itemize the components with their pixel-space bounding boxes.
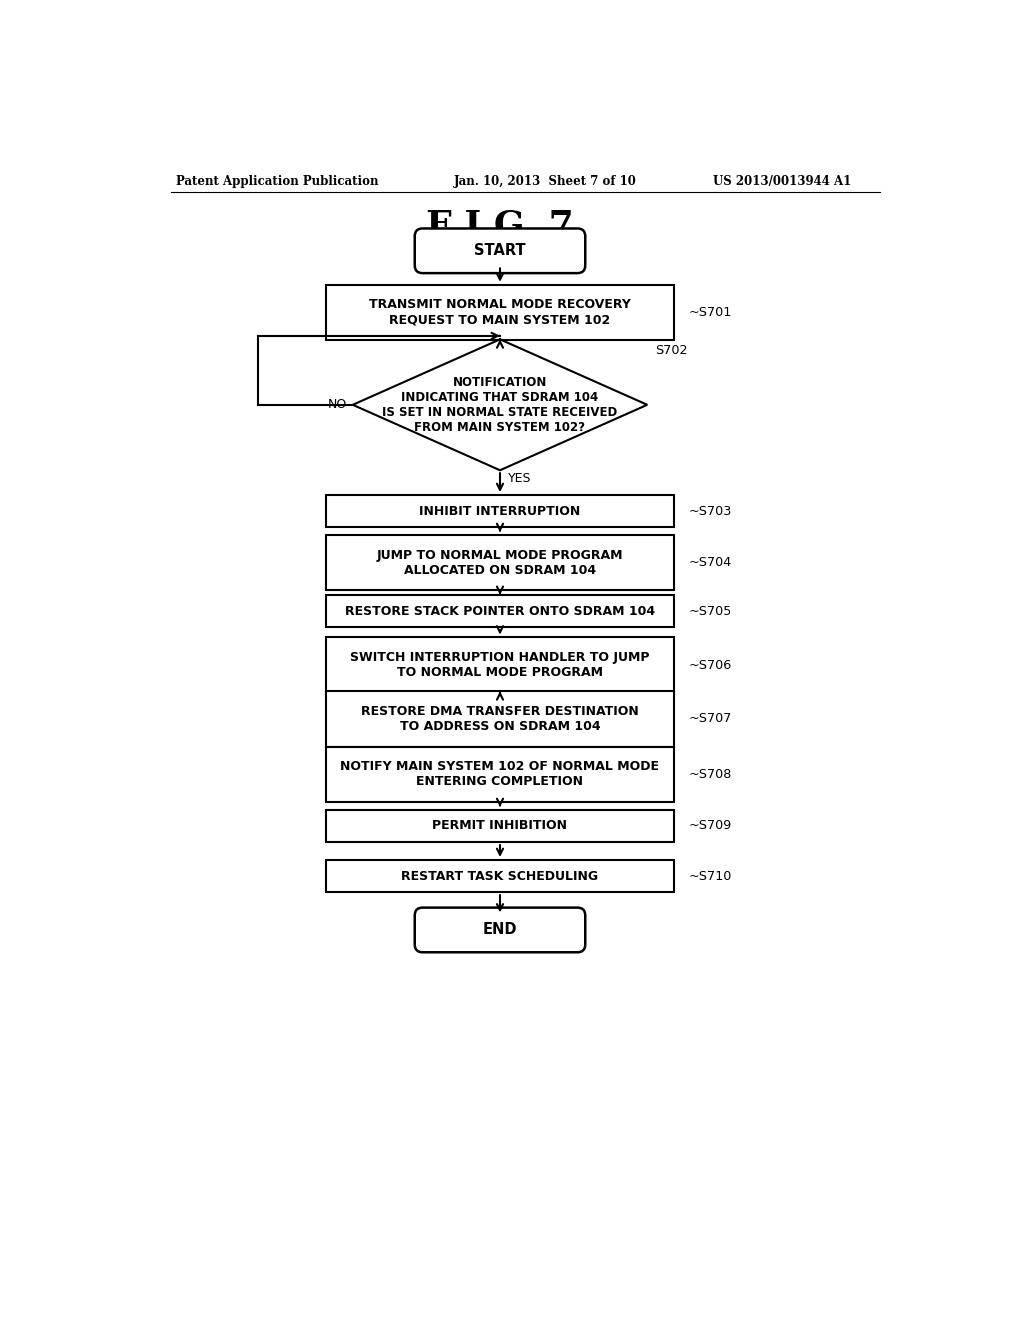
Text: INHIBIT INTERRUPTION: INHIBIT INTERRUPTION [420, 504, 581, 517]
Text: ~S708: ~S708 [688, 768, 732, 781]
FancyBboxPatch shape [415, 908, 586, 952]
Text: NO: NO [328, 399, 346, 412]
Text: PERMIT INHIBITION: PERMIT INHIBITION [432, 820, 567, 833]
Text: RESTORE DMA TRANSFER DESTINATION
TO ADDRESS ON SDRAM 104: RESTORE DMA TRANSFER DESTINATION TO ADDR… [361, 705, 639, 733]
Text: NOTIFY MAIN SYSTEM 102 OF NORMAL MODE
ENTERING COMPLETION: NOTIFY MAIN SYSTEM 102 OF NORMAL MODE EN… [341, 760, 659, 788]
Text: F I G. 7: F I G. 7 [426, 209, 573, 243]
Bar [326, 692, 675, 747]
Text: RESTART TASK SCHEDULING: RESTART TASK SCHEDULING [401, 870, 599, 883]
Polygon shape [352, 339, 647, 470]
Text: ~S709: ~S709 [688, 820, 731, 833]
FancyBboxPatch shape [415, 228, 586, 273]
Text: US 2013/0013944 A1: US 2013/0013944 A1 [713, 176, 851, 189]
Bar [326, 595, 675, 627]
Bar [326, 495, 675, 527]
Bar [326, 638, 675, 693]
Text: S702: S702 [655, 345, 687, 358]
Text: NOTIFICATION
INDICATING THAT SDRAM 104
IS SET IN NORMAL STATE RECEIVED
FROM MAIN: NOTIFICATION INDICATING THAT SDRAM 104 I… [382, 376, 617, 434]
Text: ~S707: ~S707 [688, 713, 732, 726]
Text: END: END [482, 923, 517, 937]
Text: ~S705: ~S705 [688, 605, 732, 618]
Text: YES: YES [508, 471, 531, 484]
Bar [326, 535, 675, 590]
Text: ~S701: ~S701 [688, 306, 732, 319]
Text: ~S703: ~S703 [688, 504, 732, 517]
Text: JUMP TO NORMAL MODE PROGRAM
ALLOCATED ON SDRAM 104: JUMP TO NORMAL MODE PROGRAM ALLOCATED ON… [377, 549, 624, 577]
Text: START: START [474, 243, 525, 259]
Bar [326, 285, 675, 341]
Text: ~S706: ~S706 [688, 659, 731, 672]
Bar [326, 747, 675, 803]
Text: Patent Application Publication: Patent Application Publication [176, 176, 379, 189]
Bar [326, 810, 675, 842]
Bar [326, 859, 675, 892]
Text: ~S710: ~S710 [688, 870, 732, 883]
Text: TRANSMIT NORMAL MODE RECOVERY
REQUEST TO MAIN SYSTEM 102: TRANSMIT NORMAL MODE RECOVERY REQUEST TO… [369, 298, 631, 326]
Text: RESTORE STACK POINTER ONTO SDRAM 104: RESTORE STACK POINTER ONTO SDRAM 104 [345, 605, 655, 618]
Text: ~S704: ~S704 [688, 556, 731, 569]
Text: SWITCH INTERRUPTION HANDLER TO JUMP
TO NORMAL MODE PROGRAM: SWITCH INTERRUPTION HANDLER TO JUMP TO N… [350, 651, 650, 678]
Text: Jan. 10, 2013  Sheet 7 of 10: Jan. 10, 2013 Sheet 7 of 10 [454, 176, 636, 189]
